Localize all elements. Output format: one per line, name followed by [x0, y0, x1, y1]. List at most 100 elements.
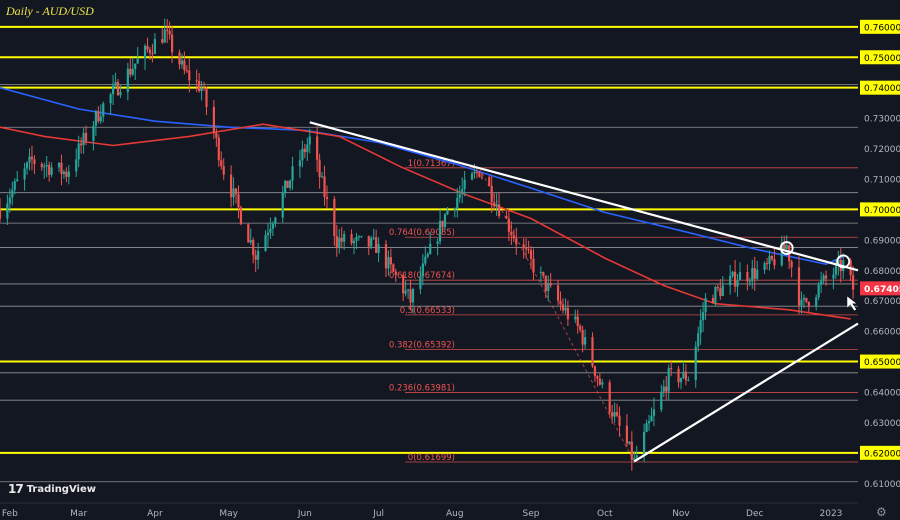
candle: [200, 80, 203, 101]
candle: [131, 58, 134, 77]
candle-body: [770, 255, 774, 260]
candle-body: [714, 286, 717, 304]
candle-body: [8, 197, 11, 204]
candle-body: [851, 275, 855, 290]
candle: [529, 246, 533, 270]
candle-body: [318, 159, 321, 178]
candle: [247, 223, 250, 243]
candle: [525, 238, 528, 259]
candle: [237, 185, 240, 219]
candle: [82, 128, 85, 154]
candle-body: [697, 333, 700, 347]
touch-marker-circle-1: [836, 254, 851, 269]
candle-body: [652, 409, 656, 416]
candle-body: [367, 235, 370, 247]
candle: [153, 33, 156, 55]
candle: [461, 177, 464, 204]
candle: [800, 291, 803, 314]
candle: [411, 287, 415, 314]
candle: [817, 281, 820, 301]
candle-body: [16, 179, 19, 182]
candle: [763, 261, 766, 274]
candle-body: [370, 237, 373, 247]
candle-body: [733, 271, 737, 287]
candle: [185, 65, 188, 73]
candle-body: [738, 271, 742, 281]
y-tick-label-8: 0.68000: [864, 267, 900, 277]
candle-body: [837, 259, 840, 265]
candle: [797, 256, 801, 315]
candle: [269, 217, 272, 239]
gear-icon[interactable]: ⚙: [876, 505, 887, 519]
candle: [11, 181, 14, 206]
candle-body: [694, 346, 697, 381]
candle: [682, 361, 685, 380]
candle: [212, 100, 215, 140]
candle-body: [549, 283, 552, 286]
candle: [57, 162, 61, 172]
candle-body: [298, 160, 302, 167]
candle: [650, 407, 653, 422]
candle: [527, 240, 530, 254]
candle-body: [80, 143, 83, 146]
candle-body: [679, 377, 683, 383]
candle: [493, 192, 496, 211]
candle-body: [409, 289, 412, 303]
candle: [99, 104, 102, 124]
candle-body: [773, 259, 776, 266]
candle: [288, 179, 292, 191]
candle: [372, 228, 375, 241]
candle-body: [650, 415, 653, 422]
candle-body: [129, 68, 132, 75]
candle-body: [30, 156, 34, 160]
candle: [340, 227, 343, 249]
candle-body: [28, 156, 31, 163]
candle: [832, 267, 835, 290]
candle-body: [556, 285, 560, 301]
candle-body: [613, 412, 616, 417]
candle-body: [65, 171, 68, 177]
candle-body: [510, 231, 513, 236]
candle-body: [807, 301, 810, 307]
candle: [367, 235, 370, 256]
candle-body: [404, 290, 407, 294]
candle-body: [13, 181, 16, 190]
candle-body: [716, 286, 719, 289]
candle-body: [822, 275, 825, 281]
candle: [441, 220, 444, 233]
candle-body: [188, 70, 191, 81]
candle-body: [576, 316, 579, 327]
candle-body: [323, 176, 326, 198]
candle: [458, 185, 461, 203]
candle: [549, 273, 552, 288]
candle: [834, 259, 837, 279]
candle: [645, 419, 648, 433]
candle-body: [411, 289, 415, 303]
fib-label-6: 0(0.61699): [408, 453, 455, 463]
candle: [436, 238, 439, 256]
fib-label-3: 0.5(0.66533): [400, 306, 455, 316]
candle-body: [195, 80, 198, 82]
fib-label-5: 0.236(0.63981): [389, 384, 455, 394]
candle: [392, 263, 395, 273]
candle-body: [544, 275, 547, 292]
candle: [404, 280, 407, 297]
candle-body: [97, 111, 100, 122]
candle: [249, 228, 252, 245]
candle: [114, 72, 117, 90]
candle: [45, 156, 48, 178]
x-tick-label-6: Aug: [446, 509, 464, 519]
candle: [301, 140, 304, 168]
candle: [615, 403, 619, 418]
candle-body: [377, 244, 380, 253]
candle-body: [325, 197, 329, 199]
y-tick-label-13: 0.63000: [864, 419, 900, 429]
candle: [805, 297, 808, 304]
candle: [178, 49, 181, 70]
candle: [628, 441, 631, 445]
candle-body: [131, 68, 134, 75]
candle-body: [802, 297, 806, 300]
candle: [421, 253, 424, 286]
candle-body: [682, 371, 685, 378]
